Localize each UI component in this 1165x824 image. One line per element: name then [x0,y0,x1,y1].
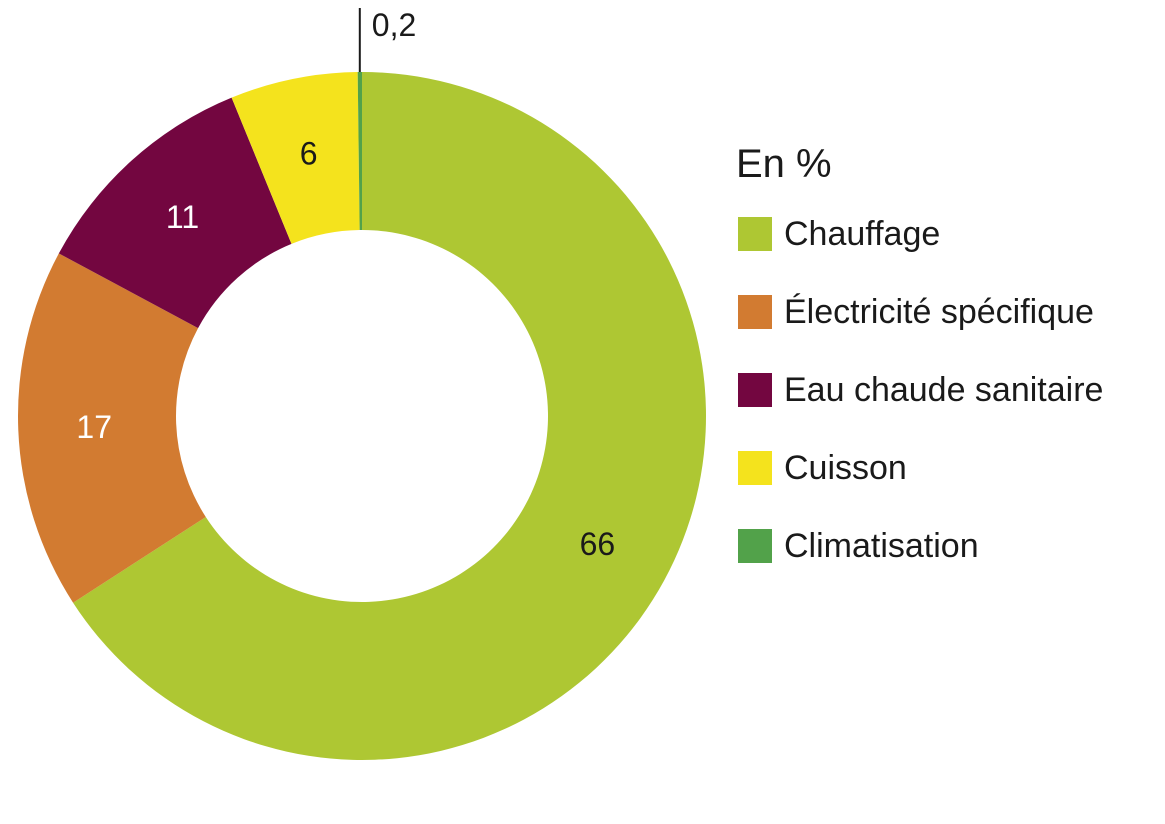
legend-item-eau-chaude-sanitaire: Eau chaude sanitaire [738,370,1104,409]
slice-label-cuisson: 6 [300,135,318,171]
legend-label-eau-chaude-sanitaire: Eau chaude sanitaire [784,370,1104,409]
slice-labels-group: 66 17 11 6 0,2 [76,7,615,562]
slice-chauffage [73,72,707,760]
legend-swatch-eau-chaude-sanitaire [738,373,772,407]
legend-item-electricite-specifique: Électricité spécifique [738,292,1103,331]
legend-swatch-electricite-specifique [738,295,772,329]
slice-electricite-specifique [18,253,206,603]
slice-label-chauffage: 66 [580,526,616,562]
legend-swatch-cuisson [738,451,772,485]
legend-item-climatisation: Climatisation [738,526,1103,565]
legend-label-electricite-specifique: Électricité spécifique [784,292,1094,331]
legend-item-chauffage: Chauffage [738,214,1103,253]
legend-title: En % [736,142,832,186]
legend-item-cuisson: Cuisson [738,448,1103,487]
slice-cuisson [231,72,360,244]
slice-label-eau-chaude-sanitaire: 11 [166,199,199,235]
legend-swatch-climatisation [738,529,772,563]
slices-group [18,72,707,760]
slice-climatisation [357,72,362,231]
slice-label-electricite-specifique: 17 [76,409,112,445]
slice-label-climatisation: 0,2 [372,7,416,43]
slice-eau-chaude-sanitaire [58,97,292,329]
legend-label-climatisation: Climatisation [784,526,979,565]
legend-label-cuisson: Cuisson [784,448,907,487]
legend-label-chauffage: Chauffage [784,214,941,253]
legend-swatch-chauffage [738,217,772,251]
legend: En % Chauffage Électricité spécifique Ea… [736,138,1104,606]
